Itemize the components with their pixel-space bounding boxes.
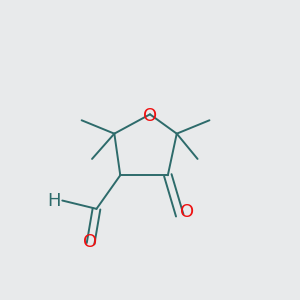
Text: O: O	[143, 107, 157, 125]
Text: H: H	[47, 191, 61, 209]
Text: O: O	[83, 233, 98, 251]
Text: O: O	[180, 203, 194, 221]
